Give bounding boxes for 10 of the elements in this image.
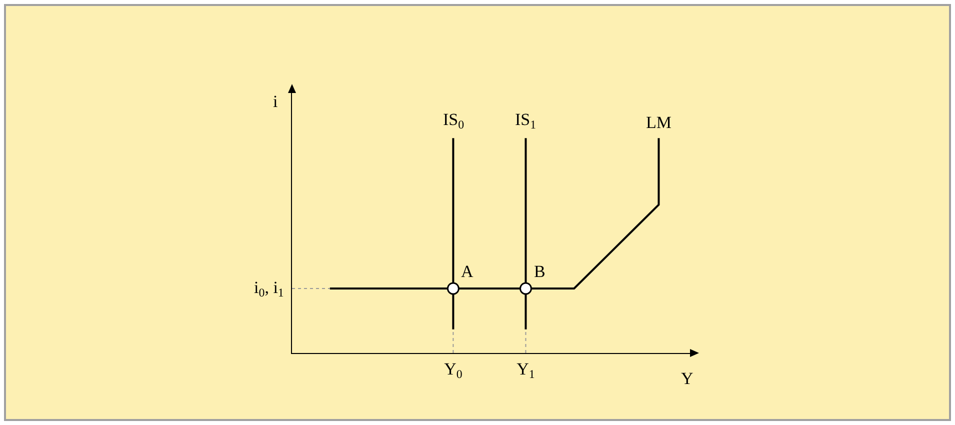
y-axis-title: i (273, 92, 278, 111)
annotation: B (534, 262, 546, 281)
annotation: i$_{0}$, i$_{1}$ (254, 278, 284, 300)
series-label: IS$_{1}$ (515, 110, 536, 132)
series-label: IS$_{0}$ (443, 110, 464, 132)
x-axis-title: Y (681, 369, 694, 388)
series-label: LM (646, 113, 672, 132)
annotation: A (461, 262, 474, 281)
x-tick-label: Y$_{0}$ (444, 360, 462, 382)
x-tick-label: Y$_{1}$ (516, 360, 535, 382)
